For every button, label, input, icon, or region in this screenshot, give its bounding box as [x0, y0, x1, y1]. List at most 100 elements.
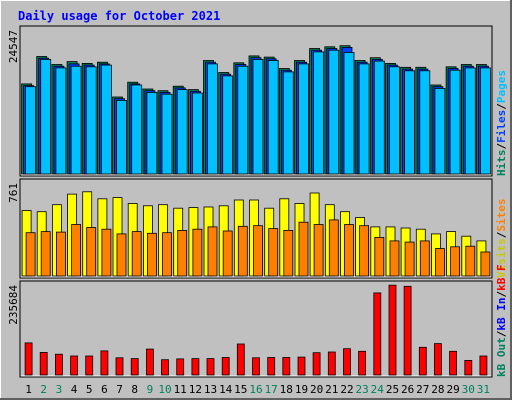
- bar-pages-day-26: [404, 70, 416, 175]
- side-label-top: Hits/Files/Pages: [495, 70, 508, 176]
- x-tick-label-3: 3: [56, 383, 63, 396]
- bar-kb_f-day-3: [55, 353, 63, 376]
- bar-sites-day-31: [480, 251, 491, 277]
- bar-sites-day-11: [177, 229, 188, 277]
- side-label-middle-part-0: Visits: [495, 238, 508, 278]
- bar-sites-day-17: [268, 228, 279, 277]
- bar-pages-day-29: [449, 69, 461, 175]
- x-tick-label-12: 12: [189, 383, 202, 396]
- bar-pages-day-15: [237, 65, 249, 175]
- side-label-top-part-0: Hits: [495, 150, 508, 177]
- bar-kb_f-day-20: [312, 352, 321, 376]
- side-label-top-part-4: Pages: [495, 70, 508, 103]
- bar-sites-day-14: [222, 230, 233, 277]
- bar-kb_f-day-15: [236, 343, 245, 376]
- bar-kb_f-day-30: [464, 359, 473, 376]
- bar-pages-day-31: [479, 67, 491, 175]
- bar-kb_f-day-10: [161, 359, 169, 376]
- bar-kb_f-day-27: [418, 346, 427, 376]
- panel-top: 24547: [7, 25, 493, 177]
- panel-bottom: 235684: [7, 280, 493, 378]
- bar-pages-day-25: [389, 66, 400, 175]
- bar-sites-day-5: [86, 227, 97, 277]
- side-label-middle-part-2: Sites: [495, 199, 508, 232]
- x-tick-label-26: 26: [401, 383, 414, 396]
- bar-sites-day-24: [374, 236, 385, 277]
- bar-pages-day-1: [25, 86, 37, 175]
- x-tick-label-29: 29: [446, 383, 459, 396]
- bar-pages-day-8: [131, 84, 143, 175]
- bar-pages-day-2: [40, 59, 52, 175]
- bar-sites-day-26: [404, 241, 415, 277]
- bar-kb_f-day-18: [282, 357, 291, 376]
- bar-sites-day-10: [162, 232, 172, 277]
- bar-sites-day-30: [465, 245, 476, 277]
- bar-kb_f-day-31: [479, 355, 488, 376]
- bar-sites-day-2: [40, 231, 51, 277]
- bar-kb_f-day-12: [191, 358, 200, 376]
- x-tick-label-25: 25: [386, 383, 399, 396]
- bar-sites-day-25: [389, 240, 400, 277]
- bar-sites-day-20: [313, 224, 324, 277]
- x-tick-label-2: 2: [40, 383, 47, 396]
- bar-kb_f-day-4: [70, 355, 78, 376]
- x-tick-label-18: 18: [280, 383, 293, 396]
- x-tick-label-30: 30: [462, 383, 475, 396]
- side-label-bottom-part-0: kB Out: [495, 337, 508, 377]
- x-tick-label-28: 28: [431, 383, 444, 396]
- bar-sites-day-3: [56, 231, 66, 277]
- side-label-bottom: kB Out/kB In/kB F: [495, 264, 508, 377]
- bar-pages-day-10: [161, 93, 173, 175]
- chart-title: Daily usage for October 2021: [18, 9, 220, 23]
- x-tick-label-7: 7: [116, 383, 123, 396]
- bar-sites-day-15: [237, 225, 248, 277]
- x-tick-label-8: 8: [131, 383, 138, 396]
- bar-pages-day-5: [85, 66, 97, 175]
- bar-pages-day-7: [116, 100, 127, 175]
- bar-sites-day-9: [146, 232, 157, 277]
- bar-sites-day-27: [419, 240, 430, 277]
- x-tick-label-13: 13: [204, 383, 217, 396]
- bar-kb_f-day-21: [327, 351, 336, 376]
- bar-sites-day-1: [25, 232, 36, 277]
- x-tick-label-5: 5: [86, 383, 93, 396]
- x-tick-label-20: 20: [310, 383, 323, 396]
- bar-kb_f-day-14: [221, 357, 230, 376]
- bar-kb_f-day-1: [24, 342, 33, 376]
- bar-pages-day-24: [373, 60, 385, 175]
- x-tick-label-1: 1: [25, 383, 32, 396]
- bar-pages-day-21: [328, 49, 340, 175]
- bar-pages-day-3: [55, 67, 67, 175]
- bar-pages-day-19: [298, 63, 309, 175]
- bar-sites-day-4: [71, 224, 81, 277]
- bar-sites-day-7: [116, 233, 127, 277]
- x-tick-label-4: 4: [71, 383, 78, 396]
- bar-sites-day-8: [131, 231, 142, 277]
- x-tick-label-27: 27: [416, 383, 429, 396]
- bar-pages-day-9: [146, 92, 158, 175]
- bar-kb_f-day-23: [358, 350, 367, 376]
- bar-kb_f-day-11: [176, 358, 185, 376]
- side-label-top-part-1: /: [495, 143, 508, 150]
- bar-sites-day-28: [434, 248, 445, 277]
- x-tick-label-17: 17: [265, 383, 278, 396]
- x-tick-label-11: 11: [174, 383, 187, 396]
- chart-panels: 24547 761 235684: [7, 25, 493, 378]
- bar-kb_f-day-25: [388, 284, 397, 376]
- x-tick-label-6: 6: [101, 383, 108, 396]
- x-tick-label-31: 31: [477, 383, 490, 396]
- panel-top-ymax-label: 24547: [7, 30, 20, 63]
- side-label-top-part-2: Files: [495, 110, 508, 143]
- x-tick-label-14: 14: [219, 383, 233, 396]
- bar-sites-day-19: [298, 221, 309, 277]
- bar-kb_f-day-9: [145, 348, 154, 376]
- side-label-middle: Visits/Sites: [495, 199, 508, 279]
- side-label-bottom-part-3: /: [495, 291, 508, 298]
- bar-pages-day-16: [252, 59, 264, 175]
- bar-pages-day-30: [464, 67, 476, 175]
- bar-sites-day-23: [359, 225, 370, 277]
